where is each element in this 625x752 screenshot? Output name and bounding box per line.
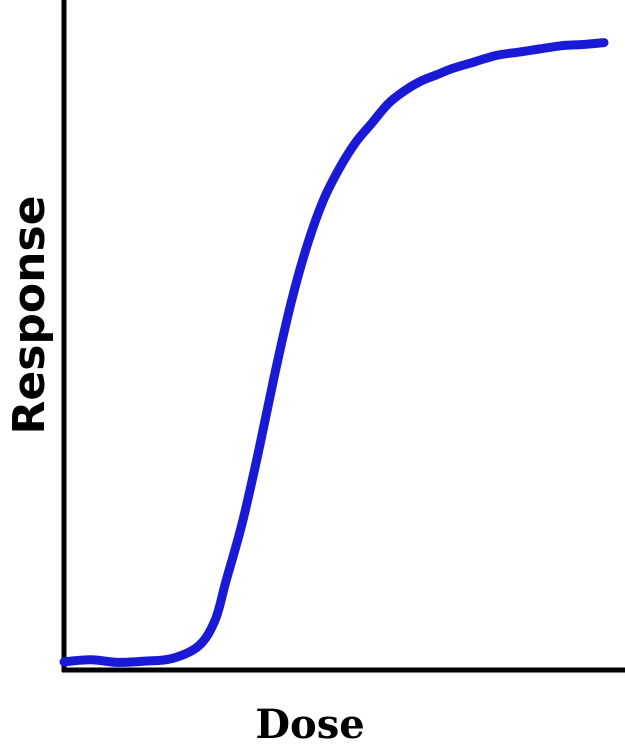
- x-axis-label: Dose: [255, 701, 364, 748]
- y-axis-label: Response: [4, 196, 55, 435]
- series-group: [59, 38, 609, 667]
- series-line-0: [59, 38, 609, 667]
